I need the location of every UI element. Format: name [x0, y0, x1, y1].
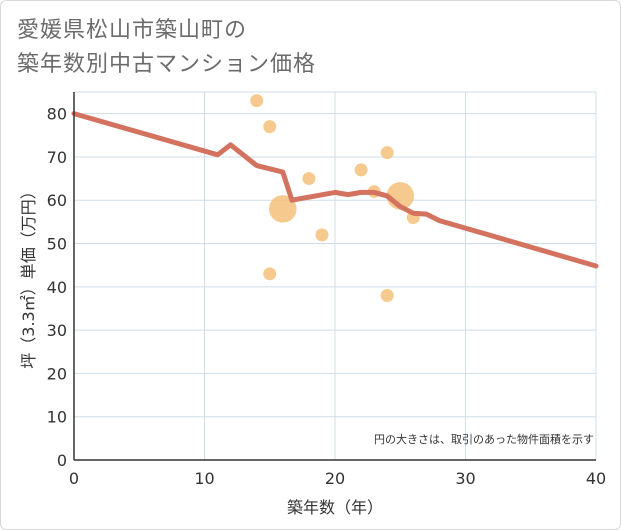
grid	[73, 91, 597, 461]
tick-labels: 0 10 20 30 40 0 10 20 30 40 50 60 70 80	[47, 105, 607, 488]
y-tick-label: 60	[47, 191, 67, 210]
data-bubble	[269, 195, 297, 223]
x-tick-label: 0	[69, 469, 79, 488]
data-bubble	[380, 288, 394, 302]
chart-title-line-2: 築年数別中古マンション価格	[17, 52, 317, 77]
x-tick-label: 30	[455, 469, 475, 488]
chart-title: 愛媛県松山市築山町の 築年数別中古マンション価格	[17, 14, 316, 82]
trend-line-group	[71, 111, 599, 269]
x-tick-label: 10	[194, 469, 214, 488]
y-axis-label: 坪（3.3㎡）単価（万円）	[19, 183, 38, 368]
data-bubble	[354, 163, 368, 177]
y-tick-label: 30	[47, 321, 67, 340]
x-axis-label: 築年数（年）	[287, 498, 383, 517]
chart-title-line-1: 愛媛県松山市築山町の	[17, 18, 248, 43]
y-tick-label: 20	[47, 364, 67, 383]
data-bubble	[263, 267, 277, 281]
y-tick-label: 40	[47, 278, 67, 297]
y-tick-label: 0	[57, 451, 67, 470]
x-tick-label: 40	[586, 469, 606, 488]
data-bubble	[302, 172, 316, 186]
data-bubble	[315, 228, 329, 242]
data-bubble	[380, 146, 394, 160]
trend-line	[71, 111, 599, 269]
y-tick-label: 50	[47, 235, 67, 254]
bubble-series	[250, 94, 420, 302]
axes	[73, 92, 596, 461]
y-tick-label: 70	[47, 148, 67, 167]
y-tick-label: 10	[47, 408, 67, 427]
x-tick-label: 20	[325, 469, 345, 488]
data-bubble	[263, 120, 277, 134]
y-tick-label: 80	[47, 105, 67, 124]
bubble-size-note: 円の大きさは、取引のあった物件面積を示す	[374, 432, 594, 446]
data-bubble	[250, 94, 264, 108]
